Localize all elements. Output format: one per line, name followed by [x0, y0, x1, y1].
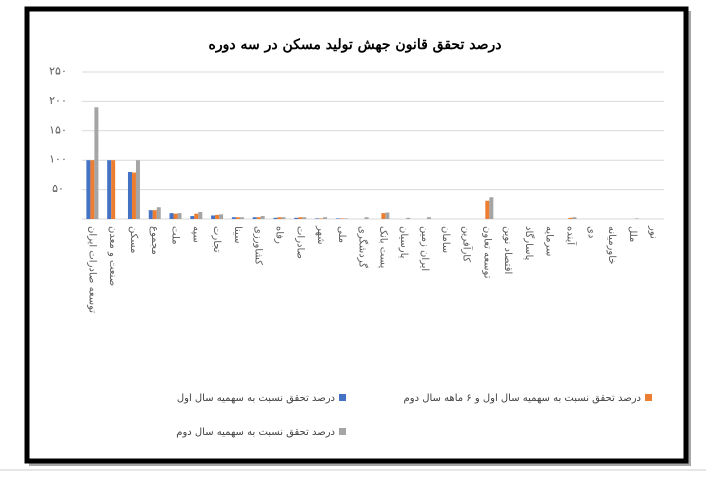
bar [339, 218, 344, 219]
bar [381, 213, 386, 219]
bar [235, 217, 240, 219]
x-tick-label: پاسارگاد [523, 226, 535, 261]
bar [335, 218, 340, 219]
y-tick-label: ۲۰۰ [49, 95, 67, 107]
bar [385, 212, 390, 219]
x-tick-label: رفاه [273, 226, 284, 244]
x-tick-label: سینا [232, 226, 243, 243]
legend-swatch [339, 394, 346, 401]
bar [406, 217, 411, 219]
x-tick-label: مجموع [149, 226, 160, 255]
bar [256, 217, 261, 219]
x-tick-label: ملت [170, 226, 181, 245]
bar [148, 210, 153, 219]
bar [173, 213, 178, 219]
bar [323, 217, 328, 219]
bar [364, 217, 369, 219]
bar [568, 217, 573, 219]
legend-label: درصد تحقق نسبت به سهمیه سال اول [177, 393, 335, 404]
bar [273, 217, 278, 219]
bar [156, 207, 161, 219]
bar [194, 213, 199, 219]
x-tick-label: اقتصاد نوین [502, 226, 513, 274]
y-tick-label: ۲۵۰ [49, 66, 67, 78]
x-tick-label: کشاورزی [253, 226, 264, 265]
x-tick-label: شهر [315, 225, 326, 245]
bar [198, 211, 203, 219]
x-tick-label: مسکن [128, 226, 139, 253]
bar [277, 217, 282, 219]
y-tick-label: ۱۰۰ [49, 154, 67, 166]
legend-swatch [339, 428, 346, 435]
x-tick-label: صنعت و معدن [107, 226, 118, 286]
bar [302, 217, 307, 219]
bar [90, 160, 95, 219]
bar [572, 217, 577, 219]
bar [634, 218, 639, 219]
bar [489, 197, 494, 219]
chart-title: درصد تحقق قانون جهش تولید مسکن در سه دور… [209, 37, 502, 53]
bar [107, 160, 112, 219]
bar [219, 214, 224, 219]
x-tick-label: خاورمیانه [606, 226, 617, 264]
bar [152, 210, 157, 219]
bar [252, 217, 257, 219]
bar [177, 213, 182, 219]
bar [485, 200, 490, 219]
bar [131, 172, 136, 219]
bar [135, 160, 140, 219]
bar [294, 217, 299, 219]
x-tick-label: ملی [336, 226, 347, 243]
x-tick-label: گردشگری [357, 226, 369, 268]
bar [315, 218, 320, 219]
bar [111, 160, 116, 219]
x-tick-label: صادرات [294, 226, 305, 259]
x-tick-label: نور [648, 225, 659, 239]
legend-swatch [645, 394, 652, 401]
bar [86, 160, 91, 219]
x-tick-label: تجارت [211, 226, 222, 253]
bar [215, 214, 220, 219]
bar [190, 216, 195, 219]
legend-label: درصد تحقق نسبت به سهمیه سال اول و ۶ ماهه… [404, 393, 641, 404]
x-tick-label: دی [585, 226, 596, 238]
x-tick-label: ملل [627, 226, 638, 242]
bar [211, 215, 216, 219]
x-tick-label: کارآفرین [461, 226, 474, 262]
x-tick-label: توسعه تعاون [481, 226, 492, 279]
x-tick-label: ایران زمین [419, 226, 430, 271]
legend-label: درصد تحقق نسبت به سهمیه سال دوم [176, 427, 335, 438]
x-tick-label: آینده [564, 226, 577, 246]
chart-frame [24, 6, 689, 464]
bar [127, 171, 132, 219]
bar [239, 217, 244, 219]
bar [169, 213, 174, 219]
x-tick-label: پست بانک [377, 226, 388, 268]
bar [260, 216, 265, 219]
x-tick-label: پارسیان [398, 226, 409, 259]
y-tick-label: ۵۰ [52, 183, 64, 195]
x-tick-label: سپه [190, 226, 201, 243]
x-tick-label: سرمایه [544, 226, 555, 256]
bar [298, 217, 303, 219]
bar [231, 217, 236, 219]
y-tick-label: ۱۵۰ [49, 124, 67, 136]
bar [343, 218, 348, 219]
x-tick-label: توسعه صادرات ایران [86, 226, 97, 313]
bar [319, 218, 324, 219]
bar [426, 217, 431, 219]
bar [94, 107, 99, 219]
bar [281, 217, 286, 219]
x-tick-label: سامان [440, 226, 451, 253]
